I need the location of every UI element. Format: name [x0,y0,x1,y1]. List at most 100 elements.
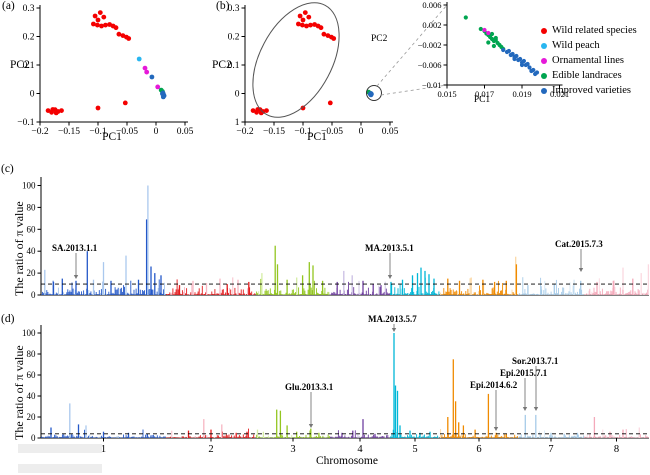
tick-label: 3 [290,444,295,455]
tick-label: 0.1 [23,61,35,71]
series-wild-related-species [45,10,132,116]
tick-label: −0.2 [31,127,48,137]
chromosome-2-series [166,419,256,438]
series-edible-landraces [463,15,506,52]
legend-label: Wild peach [552,40,600,51]
tick-label: −0.05 [321,127,343,137]
tick-label: 5 [412,444,417,455]
legend-dot-icon [541,42,547,49]
tick-label: 40 [27,391,37,401]
annotation-Sor.2013.7.1: Sor.2013.7.1 [512,356,559,411]
panel-d-ylabel: The ratio of π value [12,345,26,440]
panel-b-tag: (b) [216,0,230,12]
chromosome-6-series [440,256,518,295]
tick-label: −0.1 [89,127,106,137]
inset-ylabel: PC2 [371,34,388,44]
tick-label: −0.15 [263,127,285,137]
legend-item-wild-peach: Wild peach [541,38,637,53]
tick-label: SA.2013.1.1 [52,243,98,253]
tick-label: 4 [357,444,363,455]
series-wild-related-species [250,10,337,116]
tick-label: 0 [30,90,35,100]
legend-label: Improved varieties [552,85,632,96]
legend-item-wild-related-species: Wild related species [541,23,637,38]
tick-label: −0.05 [116,127,138,137]
tick-label: −0.15 [58,127,80,137]
tick-label: 0.019 [512,89,531,99]
legend: Wild related species Wild peach Ornamental… [541,23,637,98]
chromosome-5-series [390,267,440,295]
tick-label: 100 [22,328,36,338]
series-improved-varieties [367,91,374,98]
tick-label: Cat.2015.7.3 [555,239,603,249]
tick-label: 40 [27,246,37,256]
annotation-MA.2013.5.7: MA.2013.5.7 [368,314,417,332]
legend-dot-icon [541,72,547,79]
chromosome-1-series [41,403,166,438]
tick-label: 0.002 [422,20,441,30]
tick-label: 0.2 [23,33,35,43]
tick-label: 0.3 [23,4,35,14]
tick-label: 0 [359,127,364,137]
tick-label: 8 [614,444,619,455]
series-wild-peach [136,56,142,62]
tick-label: −0.2 [236,127,253,137]
tick-label: 0 [154,127,159,137]
panel-a-xlabel: PC1 [102,131,122,143]
tick-label: −0.01 [422,80,442,90]
chromosome-1-series [41,185,166,295]
series-ornamental-lines [482,27,491,36]
screenshot-artifact [18,464,102,473]
tick-label: MA.2013.5.7 [368,314,417,324]
tick-label: 0.015 [437,89,456,99]
tick-label: 80 [27,349,37,359]
panel-inset-plot: 0.006 0.002 −0.002 −0.006 −0.010.015 0.017 0.0… [418,0,569,99]
chromosome-2-series [166,277,256,295]
tick-label: 0.006 [422,0,441,10]
panel-b-xlabel: PC1 [307,131,327,143]
tick-label: MA.2013.5.1 [365,243,414,253]
series-improved-varieties [149,74,167,100]
tick-label: 20 [27,268,37,278]
chromosome-8-series [584,417,649,438]
tick-label: Epi.2014.6.2 [470,380,518,390]
tick-label: −0.002 [418,40,442,50]
chromosome-4-series [330,270,390,295]
tick-label: 0.3 [228,4,240,14]
chromosome-8-series [584,264,650,295]
annotation-Epi.2015.7.1: Epi.2015.7.1 [500,368,548,411]
panel-d-tag: (d) [1,313,15,325]
panel-a-ylabel: PC2 [10,59,30,71]
chromosome-4-series [330,419,390,438]
tick-label: 0 [235,90,240,100]
tick-label: 60 [27,370,37,380]
legend-dot-icon [541,57,547,64]
selection-ellipse [252,2,340,118]
tick-label: 7 [548,444,553,455]
panel-c-ylabel: The ratio of π value [12,201,26,296]
annotation-Glu.2013.3.1: Glu.2013.3.1 [285,382,334,428]
legend-label: Ornamental lines [552,55,625,66]
panel-c-plot: 0 20 40 60 80 100 SA.2013.1.1 MA.2013.5.1 Cat.20… [22,177,650,300]
tick-label: 0 [31,433,36,443]
tick-label: −0.1 [17,118,34,128]
panel-a-plot: −0.1 0 0.1 0.2 0.3 −0.2 −0.15 −0.1 −0.05 0 0.05 [17,4,193,137]
series-ornamental-lines [142,65,161,90]
tick-label: 0.2 [228,33,240,43]
zoom-source-circle [366,85,382,101]
chromosome-7-series [518,414,585,438]
tick-label: 1 [101,444,106,455]
panel-b-plot: 1 0 0.1 0.2 0.3 −0.2 −0.15 −0.1 −0.05 0 0.05 [228,2,448,137]
annotation-SA.2013.1.1: SA.2013.1.1 [52,243,98,279]
chromosome-6-series [440,359,518,438]
tick-label: 60 [27,224,37,234]
tick-label: 80 [27,202,37,212]
tick-label: Sor.2013.7.1 [512,356,559,366]
legend-label: Wild related species [552,25,637,36]
tick-label: 0.021 [550,89,569,99]
tick-label: 0.05 [382,127,399,137]
inset-xlabel: PC1 [473,95,491,105]
series-improved-varieties [501,47,540,77]
annotation-Epi.2014.6.2: Epi.2014.6.2 [470,380,518,431]
chromosome-7-series [518,277,585,295]
